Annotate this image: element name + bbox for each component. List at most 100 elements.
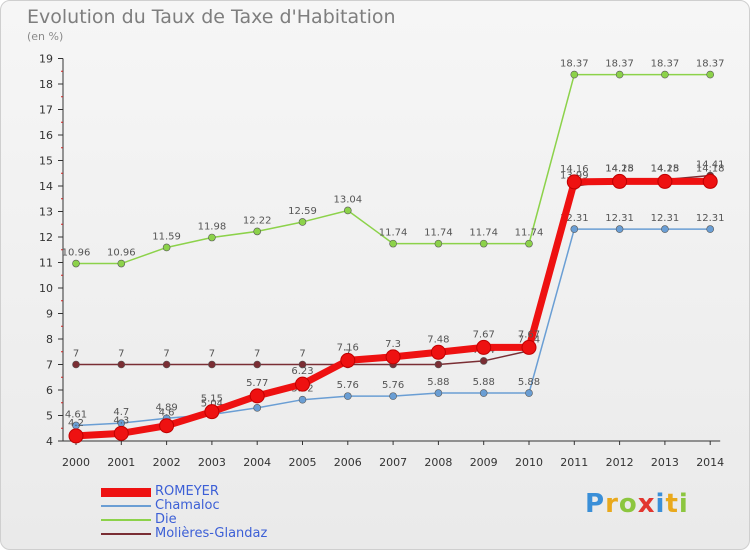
- data-point-chamaloc: [343, 392, 352, 400]
- data-label-die: 18.37: [696, 59, 725, 70]
- data-label-die: 18.37: [560, 59, 589, 70]
- data-point-romeyer: [68, 428, 84, 444]
- data-point-chamaloc: [389, 392, 397, 400]
- chart-subtitle: (en %): [27, 30, 64, 43]
- data-label-chamaloc: 5.04: [201, 398, 223, 409]
- data-label-chamaloc: 12.31: [560, 213, 589, 224]
- data-label-die: 11.59: [152, 231, 181, 242]
- data-point-die: [661, 70, 669, 79]
- y-tick-label: 14: [39, 180, 53, 193]
- legend-swatch-die: [101, 519, 151, 521]
- data-label-chamaloc: 5.76: [337, 380, 359, 391]
- data-label-romeyer: 4.6: [159, 408, 175, 419]
- data-point-moli-res-glandaz: [162, 360, 171, 369]
- data-point-romeyer: [521, 339, 537, 355]
- series-line-moli-res-glandaz: [76, 174, 711, 366]
- x-tick-label: 2006: [334, 456, 362, 469]
- data-point-moli-res-glandaz: [298, 360, 307, 369]
- data-label-romeyer: 7.67: [518, 329, 540, 340]
- x-tick-label: 2010: [515, 456, 543, 469]
- chart-title: Evolution du Taux de Taxe d'Habitation: [27, 6, 396, 28]
- x-tick-label: 2014: [696, 456, 724, 469]
- data-label-moli-res-glandaz: 7: [73, 349, 79, 360]
- data-point-chamaloc: [706, 225, 715, 233]
- data-point-romeyer: [476, 339, 492, 355]
- data-label-die: 11.74: [469, 228, 498, 239]
- data-point-romeyer: [430, 344, 446, 360]
- y-tick-label: 4: [46, 435, 53, 448]
- data-label-chamaloc: 12.31: [696, 213, 725, 224]
- data-point-romeyer: [204, 404, 220, 420]
- x-tick-label: 2007: [379, 456, 407, 469]
- data-point-moli-res-glandaz: [208, 360, 216, 369]
- data-point-die: [253, 227, 262, 236]
- y-tick-label: 11: [39, 257, 53, 270]
- data-point-romeyer: [340, 352, 356, 368]
- data-point-die: [208, 233, 216, 242]
- data-point-die: [72, 259, 80, 268]
- data-label-chamaloc: 12.31: [651, 213, 680, 224]
- data-point-romeyer: [159, 418, 175, 434]
- data-label-romeyer: 7.67: [473, 329, 495, 340]
- data-label-moli-res-glandaz: 14.25: [651, 164, 680, 175]
- data-label-chamaloc: 4.7: [113, 407, 129, 418]
- data-label-die: 11.98: [198, 222, 227, 233]
- legend-label-romeyer: ROMEYER: [155, 484, 219, 499]
- data-label-moli-res-glandaz: 7: [118, 349, 124, 360]
- y-tick-label: 9: [46, 308, 53, 321]
- data-label-romeyer: 14.18: [696, 163, 725, 174]
- y-tick-label: 15: [39, 155, 53, 168]
- data-point-die: [479, 239, 488, 248]
- data-point-romeyer: [295, 376, 310, 392]
- y-tick-label: 19: [39, 53, 53, 66]
- data-point-romeyer: [249, 388, 265, 404]
- data-label-die: 18.37: [651, 59, 680, 70]
- data-point-die: [298, 218, 307, 226]
- data-label-die: 13.04: [333, 194, 362, 205]
- data-label-moli-res-glandaz: 14.41: [696, 160, 725, 171]
- proxiti-logo: Proxiti: [585, 489, 689, 519]
- data-point-moli-res-glandaz: [72, 360, 80, 369]
- legend-swatch-romeyer: [101, 487, 151, 497]
- y-tick-label: 5: [46, 410, 53, 423]
- data-point-chamaloc: [525, 389, 533, 397]
- y-tick-label: 10: [39, 282, 53, 295]
- data-label-romeyer: 7.48: [427, 334, 449, 345]
- data-label-moli-res-glandaz: 7: [209, 349, 215, 360]
- data-label-romeyer: 5.15: [201, 394, 223, 405]
- data-point-romeyer: [612, 173, 628, 189]
- legend-swatch-moli-res-glandaz: [101, 533, 151, 535]
- data-point-chamaloc: [253, 404, 262, 412]
- legend-label-die: Die: [155, 512, 177, 527]
- data-label-chamaloc: 4.61: [65, 409, 87, 420]
- data-label-chamaloc: 5.88: [518, 377, 540, 388]
- data-point-romeyer: [702, 173, 718, 189]
- x-tick-label: 2013: [651, 456, 679, 469]
- data-point-romeyer: [566, 174, 582, 190]
- data-label-die: 12.59: [288, 206, 317, 217]
- data-label-die: 11.74: [515, 228, 544, 239]
- data-label-romeyer: 14.16: [560, 164, 589, 175]
- x-tick-label: 2003: [198, 456, 226, 469]
- data-label-chamaloc: 5.88: [473, 377, 495, 388]
- data-label-die: 11.74: [379, 228, 408, 239]
- y-tick-label: 8: [46, 333, 53, 346]
- data-point-die: [706, 70, 715, 79]
- data-point-moli-res-glandaz: [117, 360, 126, 369]
- data-point-moli-res-glandaz: [434, 360, 443, 369]
- data-label-die: 12.22: [243, 215, 272, 226]
- data-point-chamaloc: [479, 389, 488, 397]
- data-point-chamaloc: [570, 225, 579, 233]
- legend-label-moli-res-glandaz: Molières-Glandaz: [155, 526, 268, 541]
- data-label-die: 10.96: [62, 248, 91, 259]
- data-label-die: 18.37: [605, 59, 634, 70]
- x-tick-label: 2005: [289, 456, 317, 469]
- data-label-romeyer: 7.3: [385, 339, 401, 350]
- data-point-die: [570, 70, 579, 79]
- x-tick-label: 2011: [560, 456, 588, 469]
- x-tick-label: 2004: [243, 456, 271, 469]
- data-point-die: [615, 70, 624, 79]
- data-label-romeyer: 7.16: [337, 342, 359, 353]
- data-label-romeyer: 4.3: [113, 415, 129, 426]
- data-point-moli-res-glandaz: [479, 357, 488, 365]
